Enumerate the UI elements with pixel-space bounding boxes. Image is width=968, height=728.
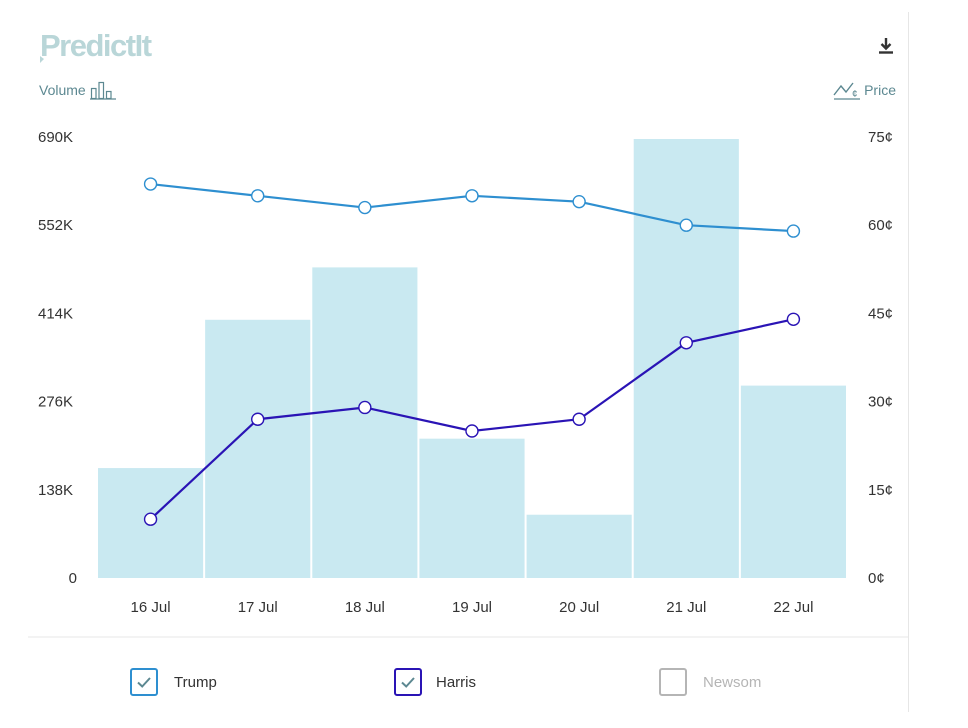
harris-checkbox[interactable] — [394, 668, 422, 696]
price-tick-label: 15¢ — [868, 482, 893, 499]
volume-tick-label: 690K — [38, 129, 73, 146]
x-tick-label: 17 Jul — [238, 599, 278, 616]
legend-divider — [28, 636, 908, 638]
harris-price-point — [572, 412, 586, 426]
volume-tick-label: 0 — [69, 570, 77, 587]
harris-price-point — [251, 412, 265, 426]
harris-price-point — [786, 312, 801, 326]
x-tick-label: 21 Jul — [666, 599, 706, 616]
volume-axis-label: Volume — [39, 80, 116, 100]
price-tick-label: 75¢ — [868, 129, 893, 146]
legend-label-harris: Harris — [436, 673, 476, 691]
trump-price-point — [786, 224, 801, 238]
trump-price-point — [251, 189, 265, 203]
volume-bar-4 — [526, 514, 632, 578]
volume-bar-6 — [740, 385, 846, 578]
trump-price-point — [572, 194, 586, 209]
volume-bar-2 — [312, 267, 418, 578]
price-axis-label: ¢ Price — [833, 80, 896, 100]
harris-price-point — [679, 336, 693, 350]
x-tick-label: 16 Jul — [131, 599, 171, 616]
trump-price-point — [465, 189, 479, 203]
price-tick-label: 45¢ — [868, 305, 893, 322]
harris-price-point — [143, 512, 158, 526]
volume-tick-label: 276K — [38, 394, 73, 411]
bar-chart-icon — [89, 81, 116, 100]
volume-bar-5 — [633, 139, 739, 578]
x-tick-label: 20 Jul — [559, 599, 599, 616]
legend-item-trump[interactable]: Trump — [130, 668, 217, 696]
volume-bar-1 — [205, 319, 311, 578]
trump-price-point — [143, 177, 158, 191]
price-line-icon: ¢ — [833, 82, 861, 100]
logo-text: PredictIt — [40, 28, 152, 63]
x-tick-label: 18 Jul — [345, 599, 385, 616]
svg-text:¢: ¢ — [852, 89, 858, 100]
price-tick-label: 60¢ — [868, 217, 893, 234]
price-tick-label: 0¢ — [868, 570, 885, 587]
x-tick-label: 22 Jul — [773, 599, 813, 616]
volume-price-chart: 0 138K 276K 414K 552K 690K 0¢ 15¢ 30¢ 45¢ 60¢ 75¢ 16… — [38, 129, 893, 616]
volume-tick-label: 414K — [38, 305, 73, 322]
trump-price-point — [679, 218, 693, 232]
download-icon[interactable] — [874, 34, 898, 58]
harris-price-point — [358, 400, 372, 415]
legend-item-newsom[interactable]: Newsom — [659, 668, 761, 696]
price-label-text: Price — [864, 82, 896, 98]
predictit-logo: PredictIt — [38, 26, 188, 66]
trump-price-point — [358, 200, 372, 215]
right-divider — [908, 12, 909, 712]
legend-label-newsom: Newsom — [703, 673, 762, 691]
volume-tick-label: 552K — [38, 217, 73, 234]
volume-bar-3 — [419, 438, 525, 578]
volume-label-text: Volume — [39, 82, 86, 98]
newsom-checkbox[interactable] — [659, 668, 687, 696]
harris-price-point — [465, 424, 479, 438]
price-tick-label: 30¢ — [868, 394, 893, 411]
legend-label-trump: Trump — [174, 673, 217, 691]
checkmark-icon — [401, 677, 415, 688]
checkmark-icon — [137, 677, 151, 688]
volume-tick-label: 138K — [38, 482, 73, 499]
legend-item-harris[interactable]: Harris — [394, 668, 476, 696]
trump-checkbox[interactable] — [130, 668, 158, 696]
x-tick-label: 19 Jul — [452, 599, 492, 616]
